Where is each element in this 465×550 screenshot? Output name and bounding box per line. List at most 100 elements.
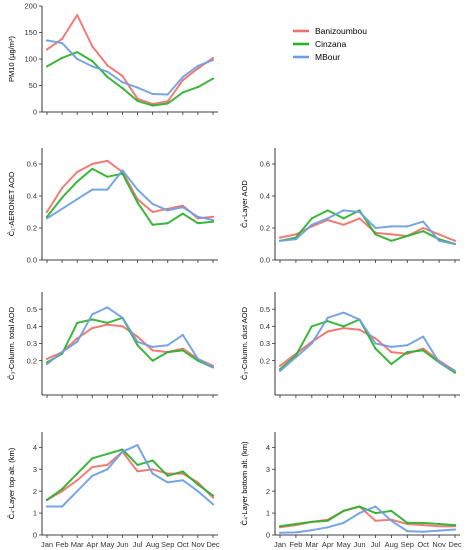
data-point-mbour bbox=[438, 239, 440, 242]
data-point-mbour bbox=[310, 342, 313, 345]
y-tick-label: 0.0 bbox=[27, 256, 37, 265]
y-tick-label: 0 bbox=[266, 531, 270, 540]
series-line-cinzana bbox=[46, 167, 214, 226]
data-point-cinzana bbox=[91, 457, 94, 460]
x-tick-label: Jul bbox=[371, 540, 381, 549]
data-point-cinzana bbox=[46, 65, 48, 68]
data-point-cinzana bbox=[91, 60, 94, 63]
data-point-banizoumbou bbox=[374, 337, 377, 340]
y-tick-label: 0 bbox=[33, 531, 37, 540]
data-point-banizoumbou bbox=[212, 496, 214, 499]
data-point-banizoumbou bbox=[61, 490, 63, 493]
data-point-banizoumbou bbox=[46, 358, 48, 360]
x-tick-label: Aug bbox=[385, 540, 398, 549]
data-point-cinzana bbox=[61, 57, 63, 59]
data-point-cinzana bbox=[151, 104, 154, 107]
data-point-cinzana bbox=[91, 167, 94, 170]
data-point-banizoumbou bbox=[151, 211, 154, 213]
series-line-mbour bbox=[279, 209, 456, 245]
y-tick-label: 50 bbox=[29, 81, 37, 90]
x-tick-label: Sep bbox=[401, 540, 414, 549]
data-point-banizoumbou bbox=[197, 67, 199, 70]
x-tick-label: Jan bbox=[41, 540, 53, 549]
y-tick-label: 0.3 bbox=[260, 339, 270, 348]
data-point-mbour bbox=[279, 531, 281, 534]
y-tick-label: 0.6 bbox=[27, 160, 37, 169]
x-tick-label: Jun bbox=[353, 540, 365, 549]
data-point-mbour bbox=[422, 335, 425, 338]
data-point-mbour bbox=[106, 188, 109, 191]
data-point-cinzana bbox=[342, 217, 345, 220]
data-point-cinzana bbox=[46, 499, 48, 501]
data-point-cinzana bbox=[390, 509, 393, 512]
x-tick-label: Nov bbox=[191, 540, 205, 549]
data-point-mbour bbox=[390, 225, 393, 228]
data-point-banizoumbou bbox=[374, 519, 377, 522]
legend-label-cinzana: Cinzana bbox=[315, 39, 346, 49]
data-point-mbour bbox=[212, 59, 214, 61]
data-point-mbour bbox=[454, 528, 456, 531]
data-point-mbour bbox=[358, 211, 361, 213]
data-point-banizoumbou bbox=[136, 97, 139, 100]
y-tick-label: 0.4 bbox=[260, 322, 270, 331]
data-point-cinzana bbox=[422, 230, 425, 233]
y-axis-title: Ĉ₁-AERONET AOD bbox=[7, 171, 16, 236]
data-point-banizoumbou bbox=[197, 217, 199, 220]
data-point-cinzana bbox=[76, 322, 79, 324]
data-point-cinzana bbox=[166, 474, 169, 477]
data-point-cinzana bbox=[151, 223, 154, 226]
legend-label-mbour: MBour bbox=[315, 52, 340, 62]
data-point-banizoumbou bbox=[279, 364, 281, 367]
data-point-banizoumbou bbox=[181, 79, 184, 82]
data-point-cinzana bbox=[358, 505, 361, 508]
data-point-cinzana bbox=[166, 351, 169, 353]
data-point-banizoumbou bbox=[76, 337, 79, 340]
y-tick-label: 0.2 bbox=[260, 356, 270, 365]
series-line-mbour bbox=[46, 306, 214, 369]
series-line-cinzana bbox=[279, 209, 456, 245]
x-tick-label: Jun bbox=[116, 540, 128, 549]
x-tick-label: Apr bbox=[322, 540, 334, 549]
data-point-cinzana bbox=[212, 77, 214, 80]
y-axis-title: PM10 (µg/m³) bbox=[7, 36, 16, 82]
data-point-cinzana bbox=[374, 233, 377, 236]
data-point-mbour bbox=[197, 490, 199, 493]
data-point-cinzana bbox=[181, 349, 184, 352]
x-tick-label: Aug bbox=[146, 540, 159, 549]
data-point-mbour bbox=[76, 198, 79, 201]
data-point-cinzana bbox=[310, 325, 313, 328]
data-point-mbour bbox=[91, 65, 94, 68]
y-axis-title: Ĉ₄-Layer AOD bbox=[240, 180, 249, 228]
data-point-mbour bbox=[310, 529, 313, 532]
data-point-cinzana bbox=[76, 180, 79, 183]
data-point-cinzana bbox=[136, 201, 139, 204]
data-point-cinzana bbox=[326, 519, 329, 522]
data-point-mbour bbox=[212, 219, 214, 221]
series-line-cinzana bbox=[46, 448, 214, 501]
data-point-cinzana bbox=[374, 512, 377, 514]
data-point-mbour bbox=[121, 450, 124, 453]
series-line-cinzana bbox=[46, 51, 214, 107]
y-tick-label: 3 bbox=[33, 465, 37, 474]
panel-6: 0 1 2 3 4 Jan Feb Mar Apr May Jun Jul Aug Sep Oct Nov De… bbox=[7, 432, 220, 549]
data-point-banizoumbou bbox=[106, 159, 109, 162]
data-point-mbour bbox=[61, 505, 63, 508]
data-point-banizoumbou bbox=[136, 335, 139, 338]
y-tick-label: 0.2 bbox=[260, 224, 270, 233]
x-tick-label: Oct bbox=[417, 540, 430, 549]
data-point-cinzana bbox=[136, 344, 139, 347]
data-point-banizoumbou bbox=[91, 45, 94, 48]
data-point-cinzana bbox=[61, 196, 63, 199]
data-point-mbour bbox=[422, 530, 425, 533]
data-point-mbour bbox=[61, 351, 63, 353]
panel-7: 0 1 2 3 4 Jan Feb Mar Apr May Jun Jul Aug Sep Oct Nov De… bbox=[240, 432, 462, 549]
data-point-cinzana bbox=[212, 220, 214, 223]
data-point-cinzana bbox=[197, 483, 199, 486]
data-point-mbour bbox=[342, 522, 345, 524]
data-point-mbour bbox=[438, 361, 440, 364]
data-point-mbour bbox=[454, 243, 456, 245]
series-line-mbour bbox=[46, 39, 214, 96]
data-point-mbour bbox=[151, 93, 154, 95]
data-point-mbour bbox=[279, 370, 281, 372]
data-point-banizoumbou bbox=[212, 215, 214, 218]
